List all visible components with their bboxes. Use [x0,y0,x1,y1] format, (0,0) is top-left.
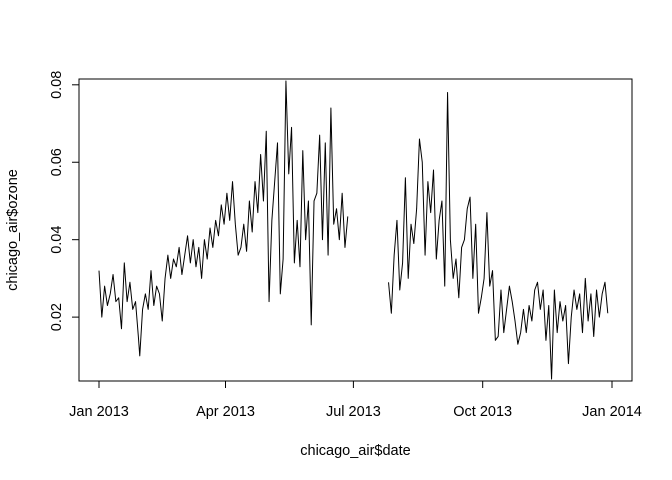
y-tick-label: 0.04 [49,226,65,254]
x-tick-label: Oct 2013 [453,404,512,420]
y-axis: 0.02 0.04 0.06 0.08 [49,71,80,331]
x-tick-label: Apr 2013 [196,404,255,420]
y-tick-label: 0.08 [49,71,65,99]
x-tick-label: Jan 2013 [69,404,129,420]
y-axis-title: chicago_air$ozone [5,169,21,291]
y-tick-label: 0.06 [49,148,65,176]
x-tick-label: Jan 2014 [582,404,642,420]
ozone-series-line [98,80,349,357]
y-tick-label: 0.02 [49,303,65,331]
x-tick-label: Jul 2013 [326,404,381,420]
x-axis: Jan 2013 Apr 2013 Jul 2013 Oct 2013 Jan 2014 [69,380,642,420]
x-axis-title: chicago_air$date [300,443,410,459]
ozone-series-line [388,92,609,380]
plot-box [78,78,633,382]
series-layer [98,80,609,380]
